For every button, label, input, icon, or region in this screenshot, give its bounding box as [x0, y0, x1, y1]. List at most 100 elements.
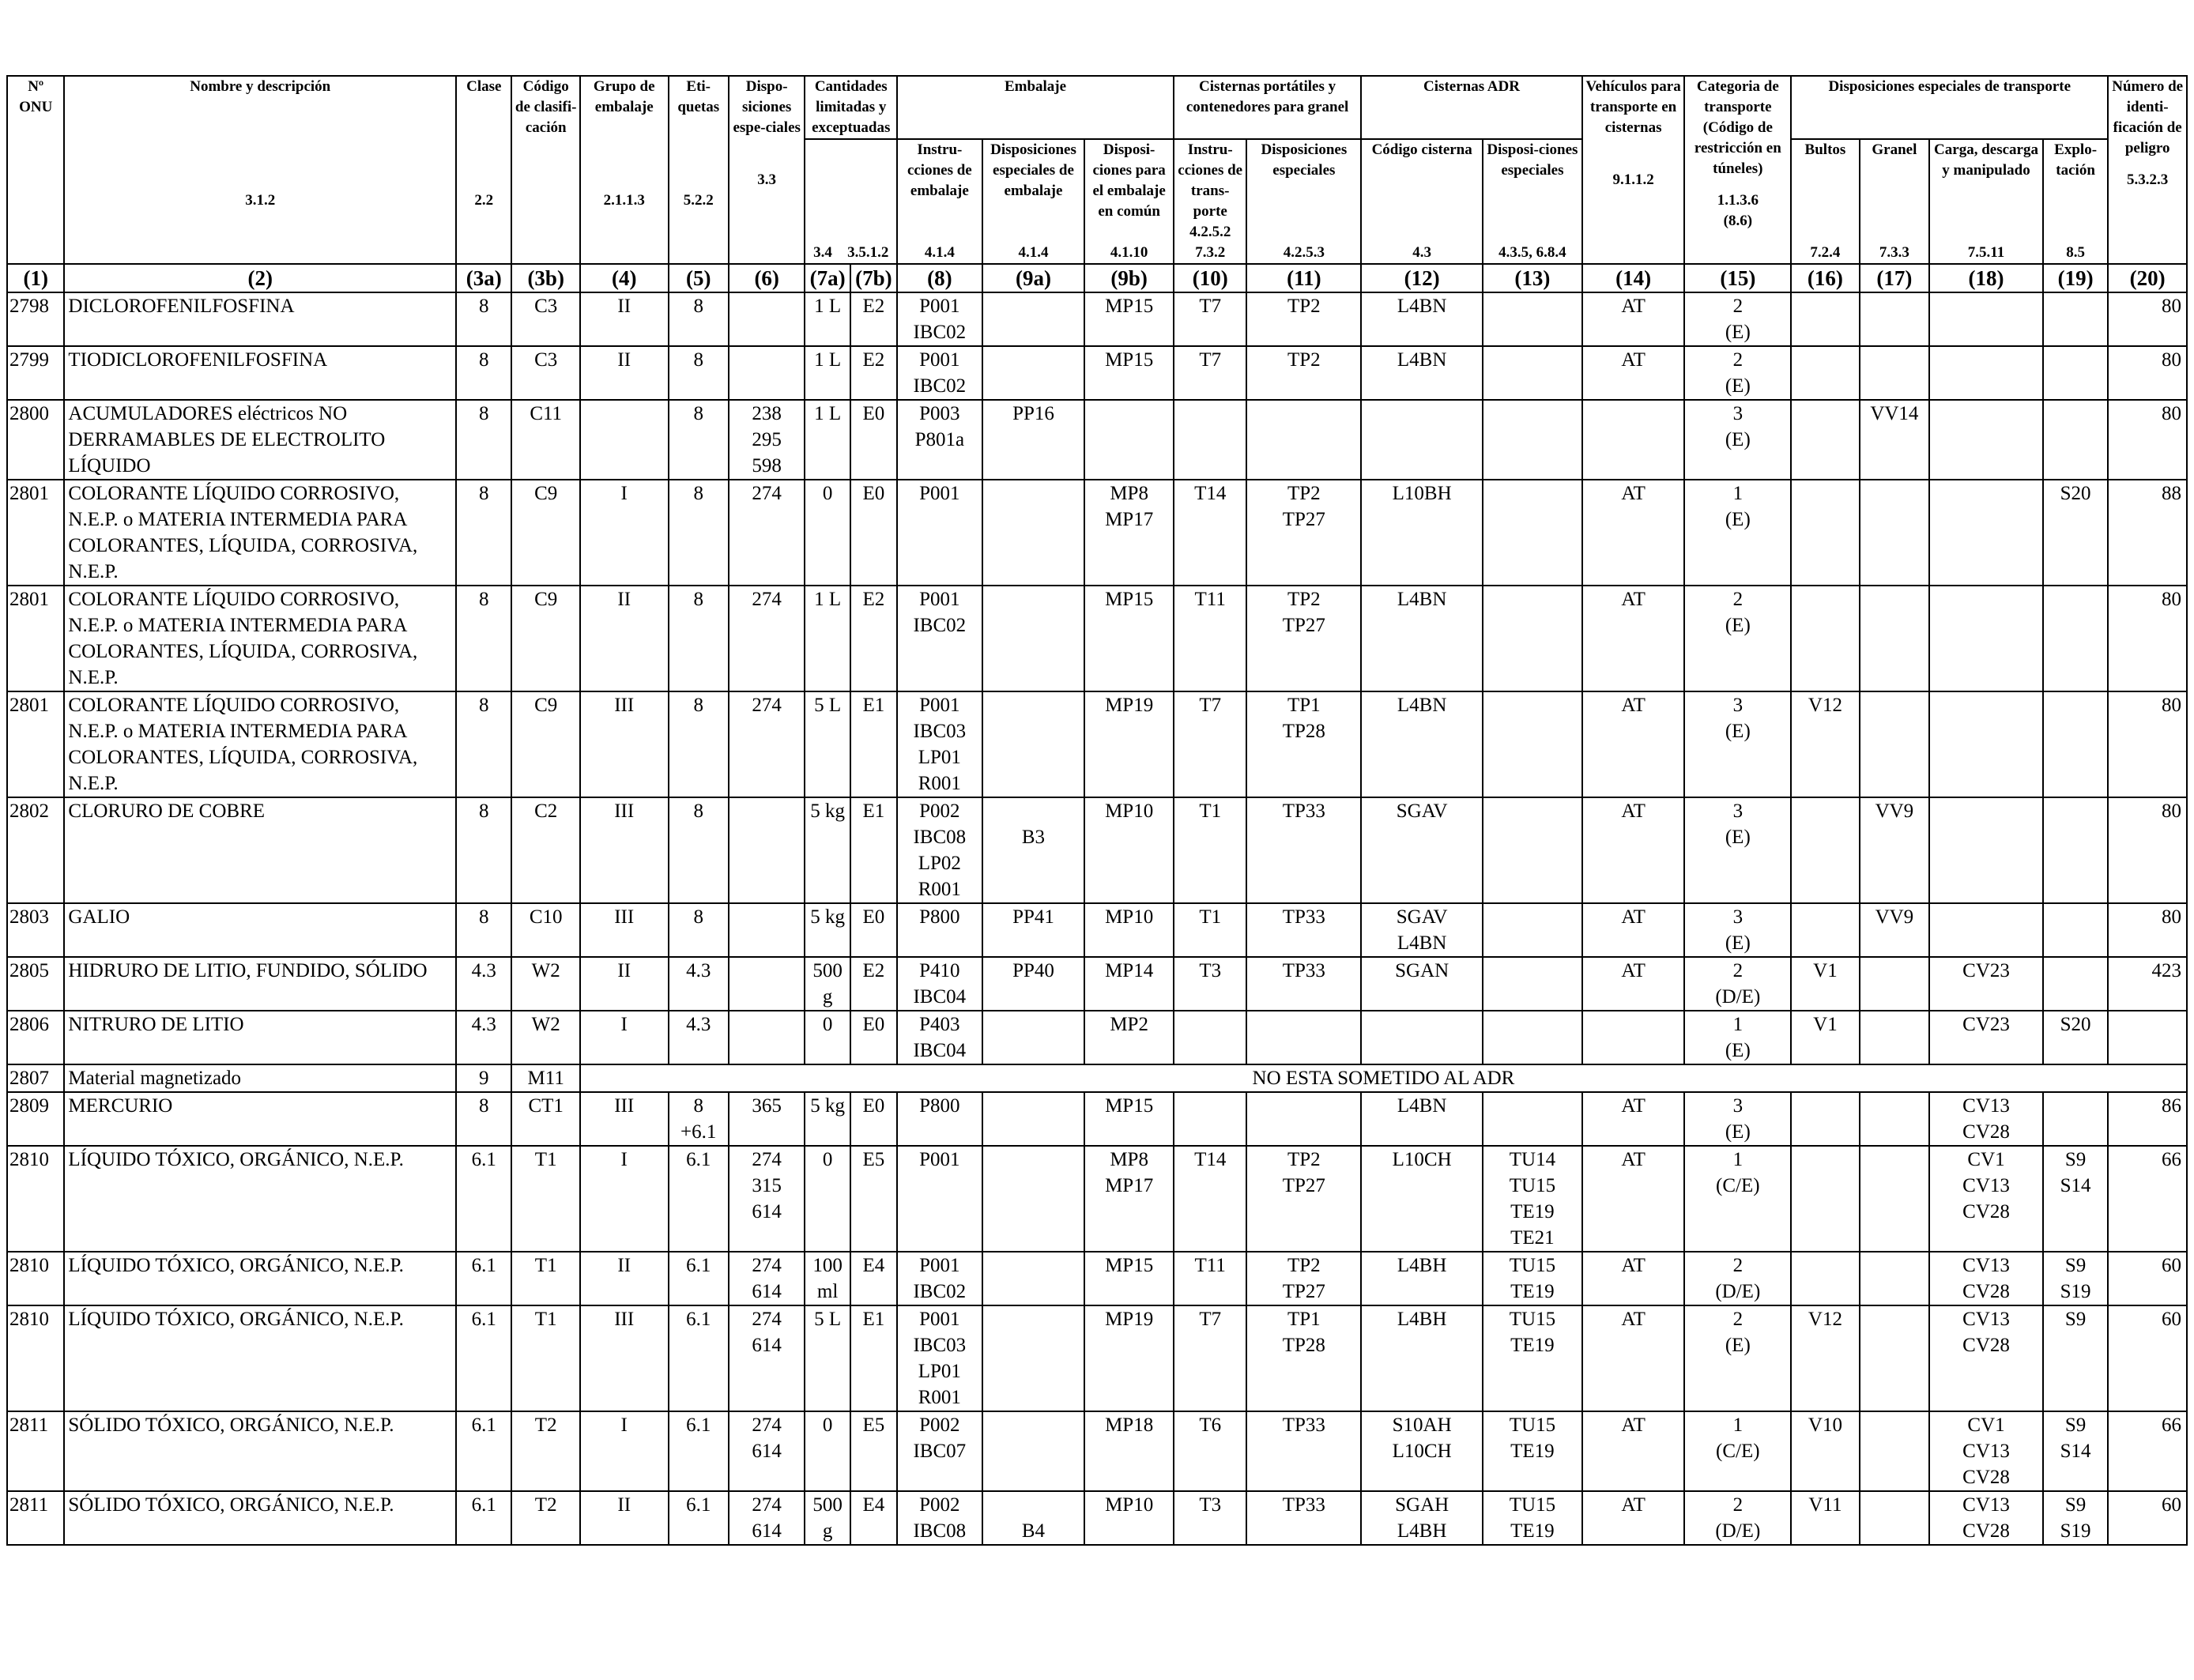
table-cell: W2	[511, 956, 581, 1011]
table-cell: 1 L	[804, 399, 851, 480]
table-cell: T3	[1172, 1490, 1248, 1546]
ref-carga: 7.5.11	[1928, 222, 2044, 265]
table-row: 2801 COLORANTE LÍQUIDO CORROSIVO, N.E.P. …	[6, 479, 2188, 586]
column-number: (7a)	[804, 263, 851, 293]
table-cell: 1 L	[804, 585, 851, 692]
table-cell: 2 (E)	[1683, 585, 1793, 692]
table-cell: MP15	[1084, 585, 1174, 692]
header-explotacion: Explo-tación	[2041, 139, 2109, 222]
table-cell: V12	[1790, 691, 1860, 798]
table-cell: 80	[2107, 345, 2188, 401]
table-cell: 274 614	[727, 1251, 806, 1306]
ref-name: 3.1.2	[245, 192, 276, 209]
table-cell: III	[579, 1305, 669, 1412]
onu-number: 2810	[6, 1145, 66, 1252]
table-cell: 365	[727, 1091, 806, 1147]
table-cell: 4.3	[455, 1010, 513, 1065]
onu-number: 2810	[6, 1305, 66, 1412]
table-cell	[2107, 1010, 2188, 1065]
table-cell: T2	[511, 1490, 581, 1546]
table-cell: T11	[1172, 1251, 1248, 1306]
table-cell: 0	[804, 1145, 851, 1252]
table-cell	[1360, 1010, 1484, 1065]
table-cell: 8	[667, 345, 729, 401]
table-cell: E4	[849, 1251, 899, 1306]
table-cell: 8	[455, 1091, 513, 1147]
table-cell: 8	[455, 585, 513, 692]
table-cell	[579, 399, 669, 480]
header-categoria: Categoria de transporte (Código de restr…	[1683, 75, 1793, 264]
table-cell: TP33	[1246, 1490, 1363, 1546]
table-cell: 8	[667, 585, 729, 692]
table-cell: AT	[1581, 956, 1686, 1011]
table-cell: 6.1	[455, 1145, 513, 1252]
onu-number: 2805	[6, 956, 66, 1011]
table-cell: 8	[667, 399, 729, 480]
table-cell: 88	[2107, 479, 2188, 586]
table-cell	[1482, 1010, 1583, 1065]
table-cell	[1172, 1091, 1248, 1147]
header-cist-disposiciones: Disposiciones especiales	[1246, 139, 1363, 222]
header-vehiculos: Vehículos para transporte en cisternas 9.…	[1581, 75, 1686, 264]
substance-name: GALIO	[63, 902, 458, 958]
table-cell: 6.1	[667, 1305, 729, 1412]
table-cell: 274 614	[727, 1411, 806, 1492]
table-cell: 8	[667, 479, 729, 586]
header-embalaje: Embalaje	[896, 75, 1174, 140]
table-cell: 1 (C/E)	[1683, 1145, 1793, 1252]
table-row: 2801 COLORANTE LÍQUIDO CORROSIVO, N.E.P. …	[6, 585, 2188, 692]
table-cell: 8	[455, 902, 513, 958]
table-cell	[1482, 956, 1583, 1011]
table-cell	[1928, 345, 2044, 401]
table-cell	[981, 345, 1086, 401]
table-cell	[981, 292, 1086, 347]
column-number-row: (1) (2) (3a) (3b) (4) (5) (6) (7a) (7b) (8) (9a) (9…	[6, 263, 2188, 293]
table-cell: 100 ml	[804, 1251, 851, 1306]
table-cell: AT	[1581, 1251, 1686, 1306]
table-cell	[2041, 902, 2109, 958]
table-cell: E2	[849, 585, 899, 692]
table-cell: TP33	[1246, 956, 1363, 1011]
table-cell: E0	[849, 902, 899, 958]
table-cell	[1482, 292, 1583, 347]
table-cell	[981, 585, 1086, 692]
table-cell: CV23	[1928, 956, 2044, 1011]
table-cell: TU15 TE19	[1482, 1411, 1583, 1492]
table-cell	[1858, 292, 1931, 347]
header-disp-transporte: Disposiciones especiales de transporte	[1790, 75, 2109, 140]
table-cell: CV1 CV13 CV28	[1928, 1145, 2044, 1252]
table-cell	[981, 1145, 1086, 1252]
table-row: 2800 ACUMULADORES eléctricos NO DERRAMABL…	[6, 399, 2188, 480]
table-cell: 8	[455, 292, 513, 347]
table-cell	[981, 691, 1086, 798]
table-cell: MP19	[1084, 1305, 1174, 1412]
table-cell: T1	[511, 1145, 581, 1252]
table-cell: L4BH	[1360, 1305, 1484, 1412]
table-cell	[981, 1305, 1086, 1412]
table-cell: MP10	[1084, 902, 1174, 958]
header-bultos: Bultos	[1790, 139, 1860, 222]
column-number: (5)	[667, 263, 729, 293]
table-cell: P002 IBC08 LP02 R001	[896, 797, 983, 904]
table-row: 2811 SÓLIDO TÓXICO, ORGÁNICO, N.E.P. 6.1 T2…	[6, 1490, 2188, 1546]
substance-name: COLORANTE LÍQUIDO CORROSIVO, N.E.P. o MA…	[63, 585, 458, 692]
substance-name: LÍQUIDO TÓXICO, ORGÁNICO, N.E.P.	[63, 1251, 458, 1306]
table-row: 2810 LÍQUIDO TÓXICO, ORGÁNICO, N.E.P. 6.1 T…	[6, 1251, 2188, 1306]
table-cell: 80	[2107, 292, 2188, 347]
header-cantidades: Cantidades limitadas y exceptuadas	[804, 75, 899, 140]
table-cell	[1790, 292, 1860, 347]
table-cell: V12	[1790, 1305, 1860, 1412]
column-number: (17)	[1858, 263, 1931, 293]
onu-number: 2799	[6, 345, 66, 401]
substance-name: COLORANTE LÍQUIDO CORROSIVO, N.E.P. o MA…	[63, 479, 458, 586]
table-cell: L4BN	[1360, 345, 1484, 401]
table-cell: 0	[804, 1010, 851, 1065]
table-cell	[1790, 1145, 1860, 1252]
table-row: 2802 CLORURO DE COBRE 8 C2 III 8 5 kg E1 P002 IB…	[6, 797, 2188, 904]
ref-cinst: 4.2.5.2 7.3.2	[1172, 222, 1248, 265]
table-cell: B3	[981, 797, 1086, 904]
table-cell: S9 S14	[2041, 1411, 2109, 1492]
table-cell: MP2	[1084, 1010, 1174, 1065]
table-cell: 3 (E)	[1683, 1091, 1793, 1147]
table-cell	[727, 1010, 806, 1065]
